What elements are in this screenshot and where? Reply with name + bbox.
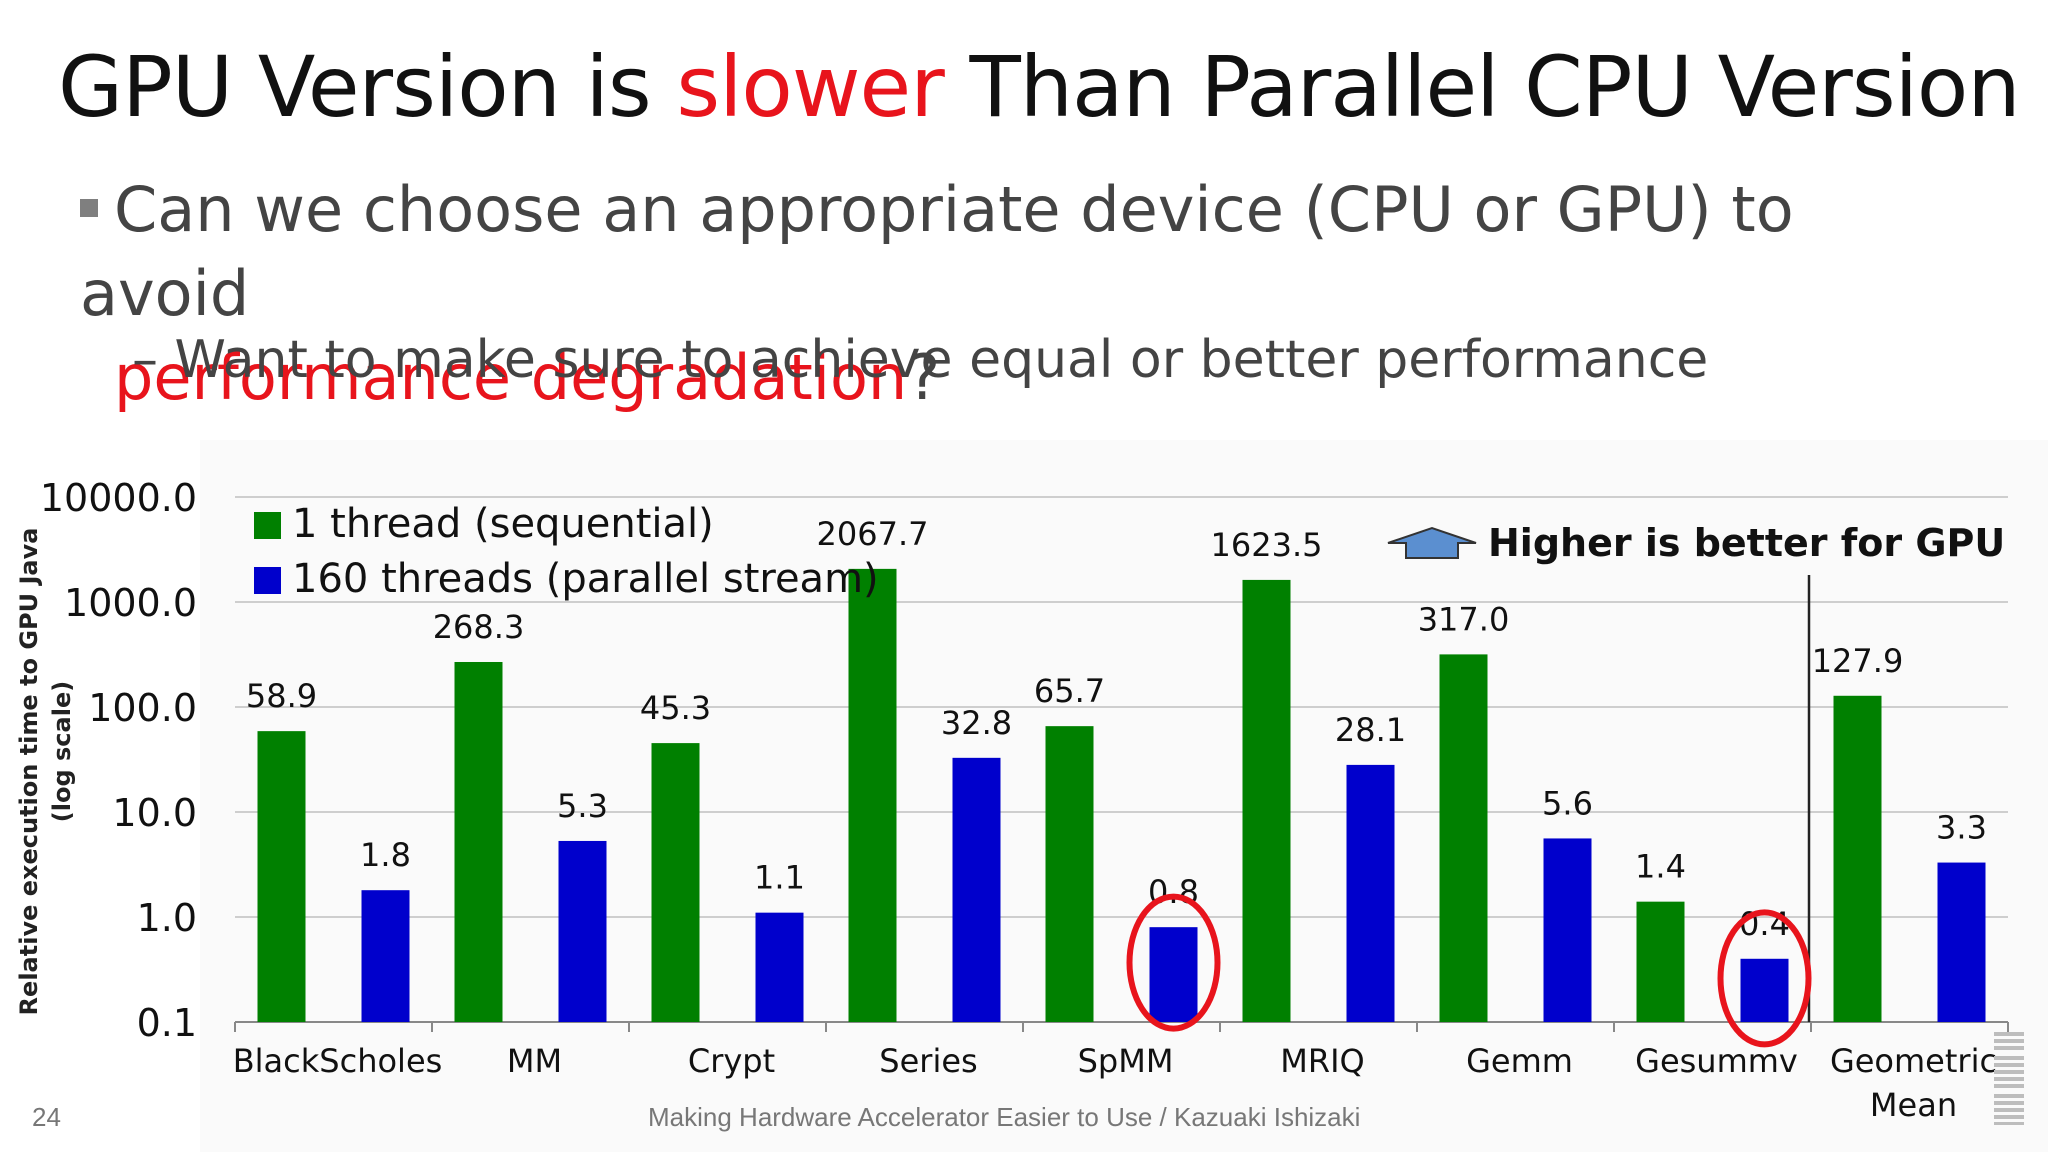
slide-title: GPU Version is slower Than Parallel CPU … <box>58 38 2021 136</box>
data-label: 5.6 <box>1542 784 1593 822</box>
x-tick-label: Gesummv <box>1635 1042 1798 1080</box>
y-tick-label: 1000.0 <box>64 581 197 625</box>
data-label: 127.9 <box>1812 642 1904 680</box>
y-axis-label-scale: (log scale) <box>48 681 76 822</box>
title-part1: GPU Version is <box>58 38 677 136</box>
x-tick-label: MM <box>507 1042 562 1080</box>
bar-parallel <box>1937 862 1986 1022</box>
data-label: 268.3 <box>433 608 525 646</box>
data-label: 65.7 <box>1034 672 1105 710</box>
legend-label: 160 threads (parallel stream) <box>292 556 879 602</box>
data-label: 32.8 <box>941 704 1012 742</box>
bullet-end: ? <box>907 341 941 414</box>
title-highlight: slower <box>676 38 944 136</box>
annotation-text: Higher is better for GPU <box>1488 521 2005 565</box>
page-number: 24 <box>32 1102 61 1132</box>
bar-sequential <box>1439 654 1488 1022</box>
x-tick-label: BlackScholes <box>233 1042 443 1080</box>
data-label: 2067.7 <box>817 515 929 553</box>
y-tick-label: 1.0 <box>137 896 197 940</box>
data-label: 1.1 <box>754 859 805 897</box>
sub-bullet-dash: – <box>132 330 158 390</box>
legend-swatch <box>254 512 281 539</box>
footer-text: Making Hardware Accelerator Easier to Us… <box>648 1102 1361 1132</box>
title-part2: Than Parallel CPU Version <box>943 38 2020 136</box>
legend-swatch <box>254 567 281 594</box>
x-tick-label: SpMM <box>1078 1042 1174 1080</box>
sub-bullet: – Want to make sure to achieve equal or … <box>132 330 1708 390</box>
y-tick-label: 10.0 <box>112 791 197 835</box>
x-tick-label: Mean <box>1870 1086 1957 1124</box>
data-label: 3.3 <box>1936 809 1987 847</box>
bar-sequential <box>1833 695 1882 1022</box>
bar-parallel <box>1740 958 1789 1022</box>
data-label: 1623.5 <box>1211 526 1323 564</box>
x-tick-label: Series <box>879 1042 977 1080</box>
up-arrow-icon <box>1387 526 1477 559</box>
y-tick-label: 10000.0 <box>40 476 197 520</box>
x-tick-label: Gemm <box>1466 1042 1573 1080</box>
y-tick-label: 100.0 <box>88 686 197 730</box>
bar-parallel <box>755 912 804 1022</box>
data-label: 1.4 <box>1635 848 1686 886</box>
bar-parallel <box>1346 764 1395 1022</box>
x-tick-label: Crypt <box>688 1042 775 1080</box>
bullet-text: Can we choose an appropriate device (CPU… <box>80 173 1794 330</box>
bar-parallel <box>1149 927 1198 1022</box>
bullet-highlight: performance degradation <box>114 341 908 414</box>
data-label: 1.8 <box>360 836 411 874</box>
sub-bullet-text: Want to make sure to achieve equal or be… <box>174 330 1709 390</box>
bar-sequential <box>651 743 700 1022</box>
y-tick-label: 0.1 <box>137 1001 197 1045</box>
bar-sequential <box>1636 901 1685 1022</box>
x-tick-label: Geometric <box>1830 1042 1997 1080</box>
bar-parallel <box>952 757 1001 1022</box>
bar-sequential <box>454 661 503 1022</box>
data-label: 45.3 <box>640 689 711 727</box>
legend-label: 1 thread (sequential) <box>292 501 714 547</box>
y-axis-label: Relative execution time to GPU Java <box>15 528 43 1016</box>
bar-parallel <box>361 890 410 1022</box>
main-bullet: Can we choose an appropriate device (CPU… <box>80 168 1980 420</box>
highlight-circle <box>1126 893 1221 1032</box>
highlight-circle <box>1717 909 1812 1048</box>
bar-sequential <box>1242 579 1291 1022</box>
bar-sequential <box>848 568 897 1022</box>
x-tick-label: MRIQ <box>1280 1042 1364 1080</box>
bullet-square-icon <box>80 198 98 217</box>
ibm-logo-icon <box>1994 1032 2024 1125</box>
data-label: 5.3 <box>557 787 608 825</box>
data-label: 28.1 <box>1335 711 1406 749</box>
bar-sequential <box>257 731 306 1022</box>
bullet-continuation: performance degradation? <box>80 336 1980 420</box>
data-label: 58.9 <box>246 677 317 715</box>
data-label: 317.0 <box>1418 600 1510 638</box>
bar-parallel <box>1543 838 1592 1022</box>
bar-parallel <box>558 840 607 1022</box>
bar-sequential <box>1045 726 1094 1022</box>
